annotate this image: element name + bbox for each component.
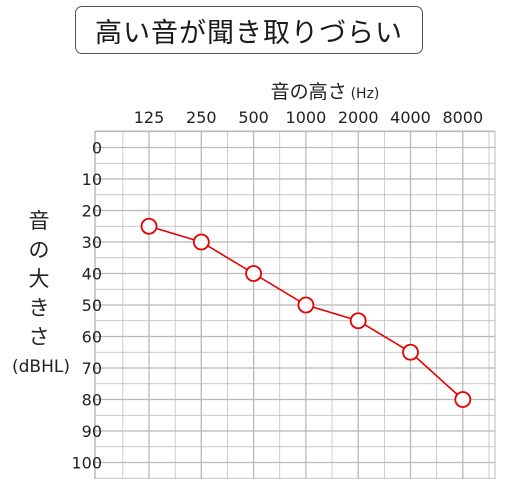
x-tick-label: 500 xyxy=(238,108,269,127)
y-axis-unit: (dBHL) xyxy=(12,357,70,377)
grid xyxy=(94,130,496,479)
y-tick-label: 80 xyxy=(82,391,102,410)
y-tick-label: 10 xyxy=(82,170,102,189)
y-tick-label: 30 xyxy=(82,233,102,252)
data-point xyxy=(402,343,419,361)
y-tick-label: 50 xyxy=(82,296,102,315)
x-axis-unit: (Hz) xyxy=(351,86,380,102)
x-tick-label: 2000 xyxy=(338,108,379,127)
data-point xyxy=(140,217,158,235)
y-tick-label: 20 xyxy=(82,202,102,221)
x-axis-label: 音の高さ (Hz) xyxy=(271,81,380,103)
y-tick-label: 40 xyxy=(82,265,102,284)
x-tick-label: 4000 xyxy=(390,108,431,127)
data-point xyxy=(245,265,263,282)
data-point xyxy=(454,391,472,408)
x-tick-label: 8000 xyxy=(442,108,483,127)
chart-title: 高い音が聞き取りづらい xyxy=(75,6,423,54)
data-point xyxy=(349,312,367,330)
data-point xyxy=(192,233,210,251)
y-axis-label-char: き xyxy=(29,296,50,320)
data-point xyxy=(297,296,315,314)
y-axis-label-char: の xyxy=(29,238,50,262)
x-tick-label: 250 xyxy=(186,108,217,127)
y-tick-label: 0 xyxy=(92,139,102,158)
y-tick-label: 60 xyxy=(82,328,102,347)
x-tick-labels: 125 250 500 1000 2000 4000 8000 xyxy=(134,108,483,127)
y-tick-labels: 0 10 20 30 40 50 60 70 80 90 100 xyxy=(71,139,102,473)
series-hearing-level xyxy=(140,217,472,408)
y-tick-label: 100 xyxy=(71,454,102,473)
x-tick-label: 1000 xyxy=(286,108,327,127)
y-axis-label-char: さ xyxy=(29,325,50,349)
y-tick-label: 70 xyxy=(82,359,102,378)
x-axis-label-text: 音の高さ xyxy=(271,81,347,103)
y-axis-label-char: 音 xyxy=(29,209,50,233)
x-tick-label: 125 xyxy=(134,108,165,127)
y-axis-label-char: 大 xyxy=(29,267,50,291)
y-tick-label: 90 xyxy=(82,422,102,441)
